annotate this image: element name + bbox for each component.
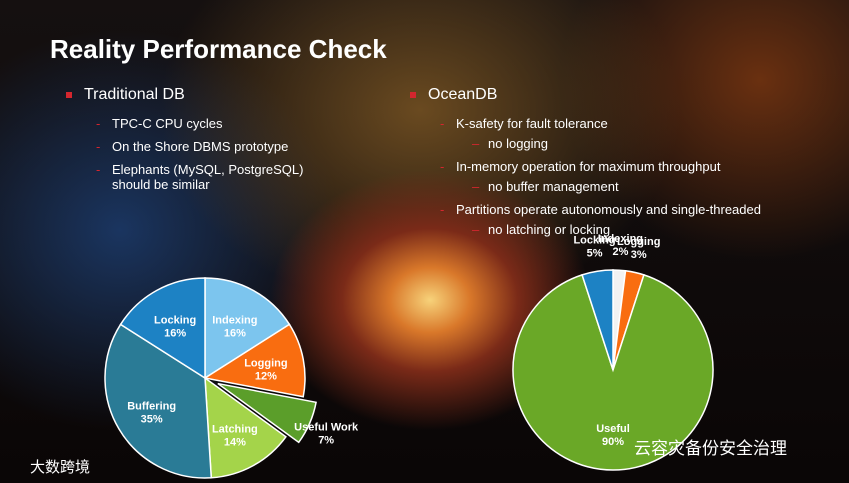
pie-slice (204, 376, 287, 479)
slice-label: Logging 3% (617, 236, 660, 261)
watermark: 云容灾备份安全治理 (634, 439, 787, 458)
slice-label: Buffering 35% (127, 401, 176, 426)
slice-name: Indexing (598, 233, 643, 245)
sub-bullet: Partitions operate autonomously and sing… (440, 202, 830, 217)
slice-value: 5% (587, 247, 603, 259)
pie-slice (512, 273, 714, 471)
pie-slice (581, 269, 614, 371)
slice-name: Logging (617, 236, 660, 248)
sub-bullet: On the Shore DBMS prototype (96, 139, 366, 154)
slide-title: Reality Performance Check (50, 34, 387, 64)
pie-slice (217, 382, 317, 444)
slice-value: 16% (164, 328, 186, 340)
bullet: OceanDB (410, 86, 830, 104)
slice-label: Indexing 16% (212, 315, 257, 340)
slice-name: Latching (212, 423, 258, 435)
sub-sub-bullet: no latching or locking (472, 222, 830, 237)
slice-label: Locking 16% (154, 315, 196, 340)
slice-name: Indexing (212, 315, 257, 327)
slice-label: Useful 90% (596, 423, 630, 448)
slice-label: Indexing 2% (598, 233, 643, 258)
slice-label: Useful Work 7% (294, 421, 359, 446)
sub-bullet: TPC-C CPU cycles (96, 116, 366, 131)
sub-sub-bullet: no logging (472, 136, 830, 151)
right-column: OceanDB K-safety for fault tolerance no … (410, 86, 830, 245)
slice-value: 90% (602, 436, 624, 448)
slice-name: Buffering (127, 401, 176, 413)
slice-label: Latching 14% (212, 423, 258, 448)
slice-label: Locking 5% (573, 234, 615, 259)
pie-slice (204, 277, 291, 380)
slice-value: 35% (141, 414, 163, 426)
slice-name: Useful Work (294, 421, 359, 433)
sub-bullet: K-safety for fault tolerance (440, 116, 830, 131)
left-column: Traditional DB TPC-C CPU cycles On the S… (66, 86, 366, 200)
sub-bullet: In-memory operation for maximum throughp… (440, 159, 830, 174)
sub-bullet: Elephants (MySQL, PostgreSQL) should be … (96, 162, 332, 192)
slice-value: 16% (224, 328, 246, 340)
slice-value: 14% (224, 436, 246, 448)
slice-label: Logging 12% (244, 357, 287, 382)
pie-slice (104, 323, 213, 479)
slice-name: Useful (596, 423, 630, 435)
slice-name: Logging (244, 357, 287, 369)
slice-value: 12% (255, 370, 277, 382)
pie-slice (119, 277, 206, 380)
slice-value: 3% (631, 249, 647, 261)
slice-name: Locking (573, 234, 615, 246)
sub-sub-bullet: no buffer management (472, 179, 830, 194)
pie-slice (202, 323, 306, 398)
watermark: 大数跨境 (30, 459, 91, 476)
bullet: Traditional DB (66, 86, 366, 104)
slice-value: 2% (612, 246, 628, 258)
slice-value: 7% (318, 434, 334, 446)
slice-name: Locking (154, 315, 196, 327)
